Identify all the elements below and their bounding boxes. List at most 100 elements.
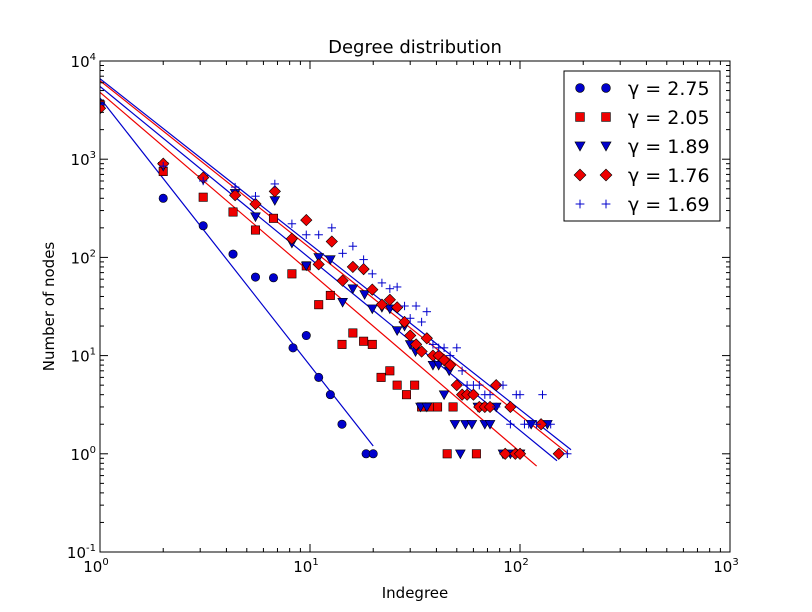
legend-marker (573, 168, 587, 182)
data-point (325, 390, 335, 400)
data-point (471, 449, 481, 459)
data-point (228, 207, 238, 217)
data-point (392, 380, 402, 390)
data-point (422, 307, 432, 316)
data-point (466, 420, 478, 430)
data-point (376, 372, 386, 382)
data-point (228, 249, 238, 259)
data-point (368, 269, 377, 279)
x-tick-label: 103 (713, 557, 738, 576)
data-point (534, 418, 548, 431)
data-point (491, 402, 501, 412)
data-point (467, 388, 480, 401)
legend-item: γ = 1.89 (574, 136, 710, 158)
data-point (366, 283, 379, 296)
data-point (405, 314, 415, 323)
data-point (415, 345, 428, 358)
data-point (357, 263, 370, 276)
data-point (439, 343, 449, 353)
data-point (367, 339, 377, 349)
data-point (392, 282, 402, 292)
data-point (448, 402, 458, 412)
data-point (300, 261, 312, 272)
legend-marker (601, 199, 611, 209)
data-point (398, 315, 411, 329)
data-point (250, 225, 260, 235)
fit-line-series-1 (100, 97, 374, 447)
y-tick-label: 100 (71, 445, 96, 464)
data-point (250, 272, 260, 282)
data-point (552, 447, 565, 460)
data-point (337, 298, 348, 308)
data-point (359, 336, 369, 346)
data-point (250, 212, 261, 223)
data-point (314, 300, 324, 310)
data-point (450, 379, 463, 392)
legend: γ = 2.75 γ = 2.05 γ = 1.89 γ = 1.76 γ = 1.69 (563, 70, 721, 222)
data-point (348, 242, 358, 251)
data-point (377, 278, 387, 288)
x-tick-label: 101 (293, 557, 318, 576)
x-tick-label: 100 (83, 557, 108, 576)
y-tick-label: 104 (71, 52, 96, 71)
data-point (249, 197, 262, 211)
legend-marker (574, 141, 586, 152)
data-point (401, 390, 411, 400)
data-point (198, 192, 208, 202)
data-point (385, 284, 395, 293)
data-point (385, 366, 395, 376)
data-point (198, 176, 208, 186)
data-point (504, 400, 517, 414)
data-point (313, 253, 325, 263)
data-point (432, 349, 445, 362)
legend-label: γ = 2.75 (628, 78, 710, 100)
data-point (230, 182, 240, 192)
data-point (452, 343, 461, 353)
data-point (444, 359, 457, 372)
data-point (513, 447, 527, 460)
data-point (546, 420, 555, 429)
data-point (538, 390, 547, 399)
data-point (442, 449, 452, 459)
data-point (158, 193, 168, 203)
data-point (314, 372, 324, 382)
data-point (314, 230, 323, 239)
data-point (404, 329, 417, 342)
data-point (475, 380, 484, 390)
data-point (312, 258, 325, 271)
data-point (455, 449, 466, 460)
series-5-markers (100, 100, 572, 458)
data-point (302, 230, 311, 239)
data-point (563, 449, 572, 458)
legend-marker (601, 112, 611, 122)
data-point (484, 420, 496, 430)
data-point (325, 235, 338, 248)
plot-frame (99, 60, 731, 553)
data-point (159, 161, 168, 171)
data-point (499, 447, 512, 460)
data-point (100, 100, 105, 109)
fit-line-series-2 (100, 91, 538, 467)
data-point (337, 339, 347, 349)
data-point (359, 290, 370, 300)
x-axis-label: Indegree (382, 584, 449, 602)
x-tick-label: 102 (503, 557, 528, 576)
data-point (285, 232, 298, 245)
data-point (532, 420, 541, 429)
legend-label: γ = 1.89 (628, 136, 710, 158)
y-tick-label: 103 (71, 150, 96, 169)
data-point (268, 185, 281, 198)
legend-marker (575, 199, 585, 209)
data-point (420, 332, 433, 345)
data-point (409, 338, 423, 351)
data-point (366, 304, 378, 315)
data-point (300, 213, 313, 227)
data-point (383, 293, 396, 306)
data-point (445, 351, 455, 360)
data-point (359, 255, 368, 264)
data-point (515, 390, 525, 399)
legend-item: γ = 2.75 (575, 78, 710, 100)
legend-marker (601, 83, 611, 93)
